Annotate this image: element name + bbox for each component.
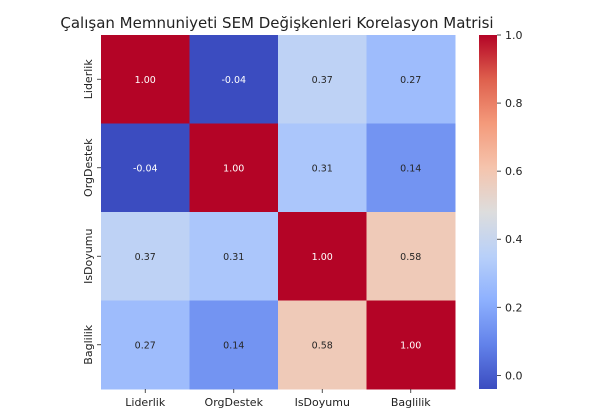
cell-value-label: 0.58: [312, 340, 333, 351]
heatmap-cell: [101, 300, 190, 390]
heatmap-cells: 1.00 -0.04 0.37 0.27 -0.04 1.00 0.31 0.14 0.37 0.…: [101, 35, 456, 390]
cell-value-label: -0.04: [221, 75, 246, 86]
heatmap-cell: [366, 35, 456, 124]
colorbar-tick-label: 0.8: [505, 97, 523, 110]
y-tick-label: IsDoyumu: [82, 229, 95, 284]
heatmap-cell: [366, 300, 456, 390]
heatmap-cell: [101, 212, 190, 301]
cell-value-label: 0.31: [223, 252, 244, 263]
x-tick-label: IsDoyumu: [295, 396, 350, 409]
colorbar-tick-label: 0.6: [505, 165, 523, 178]
cell-value-label: 1.00: [223, 163, 244, 174]
colorbar-tick-label: 0.4: [505, 233, 523, 246]
heatmap-cell: [189, 35, 279, 124]
cell-value-label: 0.31: [312, 163, 333, 174]
cell-value-label: 0.14: [223, 340, 244, 351]
x-tick-label: OrgDestek: [205, 396, 264, 409]
cell-value-label: 1.00: [312, 252, 333, 263]
cell-value-label: 1.00: [400, 340, 421, 351]
y-tick-label: Baglilik: [82, 324, 95, 364]
heatmap-cell: [101, 123, 190, 213]
heatmap-cell: [278, 212, 367, 301]
heatmap-cell: [189, 212, 279, 301]
heatmap-cell: [101, 35, 190, 124]
cell-value-label: 0.37: [312, 75, 333, 86]
cell-value-label: 1.00: [135, 75, 156, 86]
colorbar-tick-label: 0.0: [505, 369, 523, 382]
colorbar: 0.0 0.2 0.4 0.6 0.8 1.0: [479, 29, 523, 389]
cell-value-label: 0.58: [400, 252, 421, 263]
x-tick-label: Baglilik: [391, 396, 431, 409]
chart-title: Çalışan Memnuniyeti SEM Değişkenleri Kor…: [60, 14, 493, 32]
x-axis-ticks: Liderlik OrgDestek IsDoyumu Baglilik: [125, 389, 431, 409]
cell-value-label: 0.27: [400, 75, 421, 86]
colorbar-tick-label: 0.2: [505, 301, 523, 314]
heatmap-cell: [366, 212, 456, 301]
heatmap-cell: [278, 35, 367, 124]
heatmap-cell: [189, 300, 279, 390]
cell-value-label: -0.04: [133, 163, 158, 174]
y-tick-label: Liderlik: [82, 59, 95, 100]
colorbar-tick-label: 1.0: [505, 29, 523, 42]
colorbar-gradient: [479, 35, 497, 389]
heatmap-cell: [278, 300, 367, 390]
colorbar-ticks: 0.0 0.2 0.4 0.6 0.8 1.0: [497, 29, 523, 382]
x-tick-label: Liderlik: [125, 396, 166, 409]
y-axis-ticks: Liderlik OrgDestek IsDoyumu Baglilik: [82, 59, 101, 365]
heatmap-cell: [366, 123, 456, 213]
heatmap-cell: [189, 123, 279, 213]
cell-value-label: 0.27: [135, 340, 156, 351]
cell-value-label: 0.14: [400, 163, 421, 174]
cell-value-label: 0.37: [135, 252, 156, 263]
heatmap-cell: [278, 123, 367, 213]
y-tick-label: OrgDestek: [82, 138, 95, 197]
